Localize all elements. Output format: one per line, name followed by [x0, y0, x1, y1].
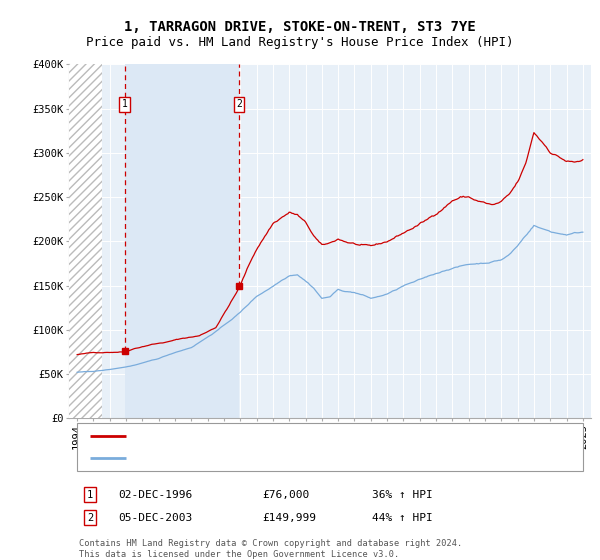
Text: HPI: Average price, detached house, Stoke-on-Trent: HPI: Average price, detached house, Stok… [137, 452, 437, 463]
Text: 1, TARRAGON DRIVE, STOKE-ON-TRENT, ST3 7YE: 1, TARRAGON DRIVE, STOKE-ON-TRENT, ST3 7… [124, 20, 476, 34]
Text: 2: 2 [87, 512, 93, 522]
Text: 05-DEC-2003: 05-DEC-2003 [119, 512, 193, 522]
Bar [125, 64, 239, 418]
Text: 1, TARRAGON DRIVE, STOKE-ON-TRENT, ST3 7YE (detached house): 1, TARRAGON DRIVE, STOKE-ON-TRENT, ST3 7… [137, 431, 491, 441]
FancyBboxPatch shape [77, 423, 583, 471]
Text: 02-DEC-1996: 02-DEC-1996 [119, 489, 193, 500]
Text: 1: 1 [87, 489, 93, 500]
Text: 44% ↑ HPI: 44% ↑ HPI [372, 512, 433, 522]
Text: Price paid vs. HM Land Registry's House Price Index (HPI): Price paid vs. HM Land Registry's House … [86, 36, 514, 49]
Text: Contains HM Land Registry data © Crown copyright and database right 2024.
This d: Contains HM Land Registry data © Crown c… [79, 539, 463, 559]
Text: 2: 2 [236, 99, 242, 109]
Text: £149,999: £149,999 [262, 512, 316, 522]
Text: 36% ↑ HPI: 36% ↑ HPI [372, 489, 433, 500]
Text: 1: 1 [122, 99, 128, 109]
Text: £76,000: £76,000 [262, 489, 310, 500]
